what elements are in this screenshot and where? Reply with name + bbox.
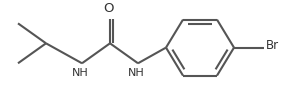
Text: NH: NH	[128, 68, 144, 78]
Text: Br: Br	[266, 39, 279, 52]
Text: NH: NH	[72, 68, 88, 78]
Text: O: O	[104, 2, 114, 15]
